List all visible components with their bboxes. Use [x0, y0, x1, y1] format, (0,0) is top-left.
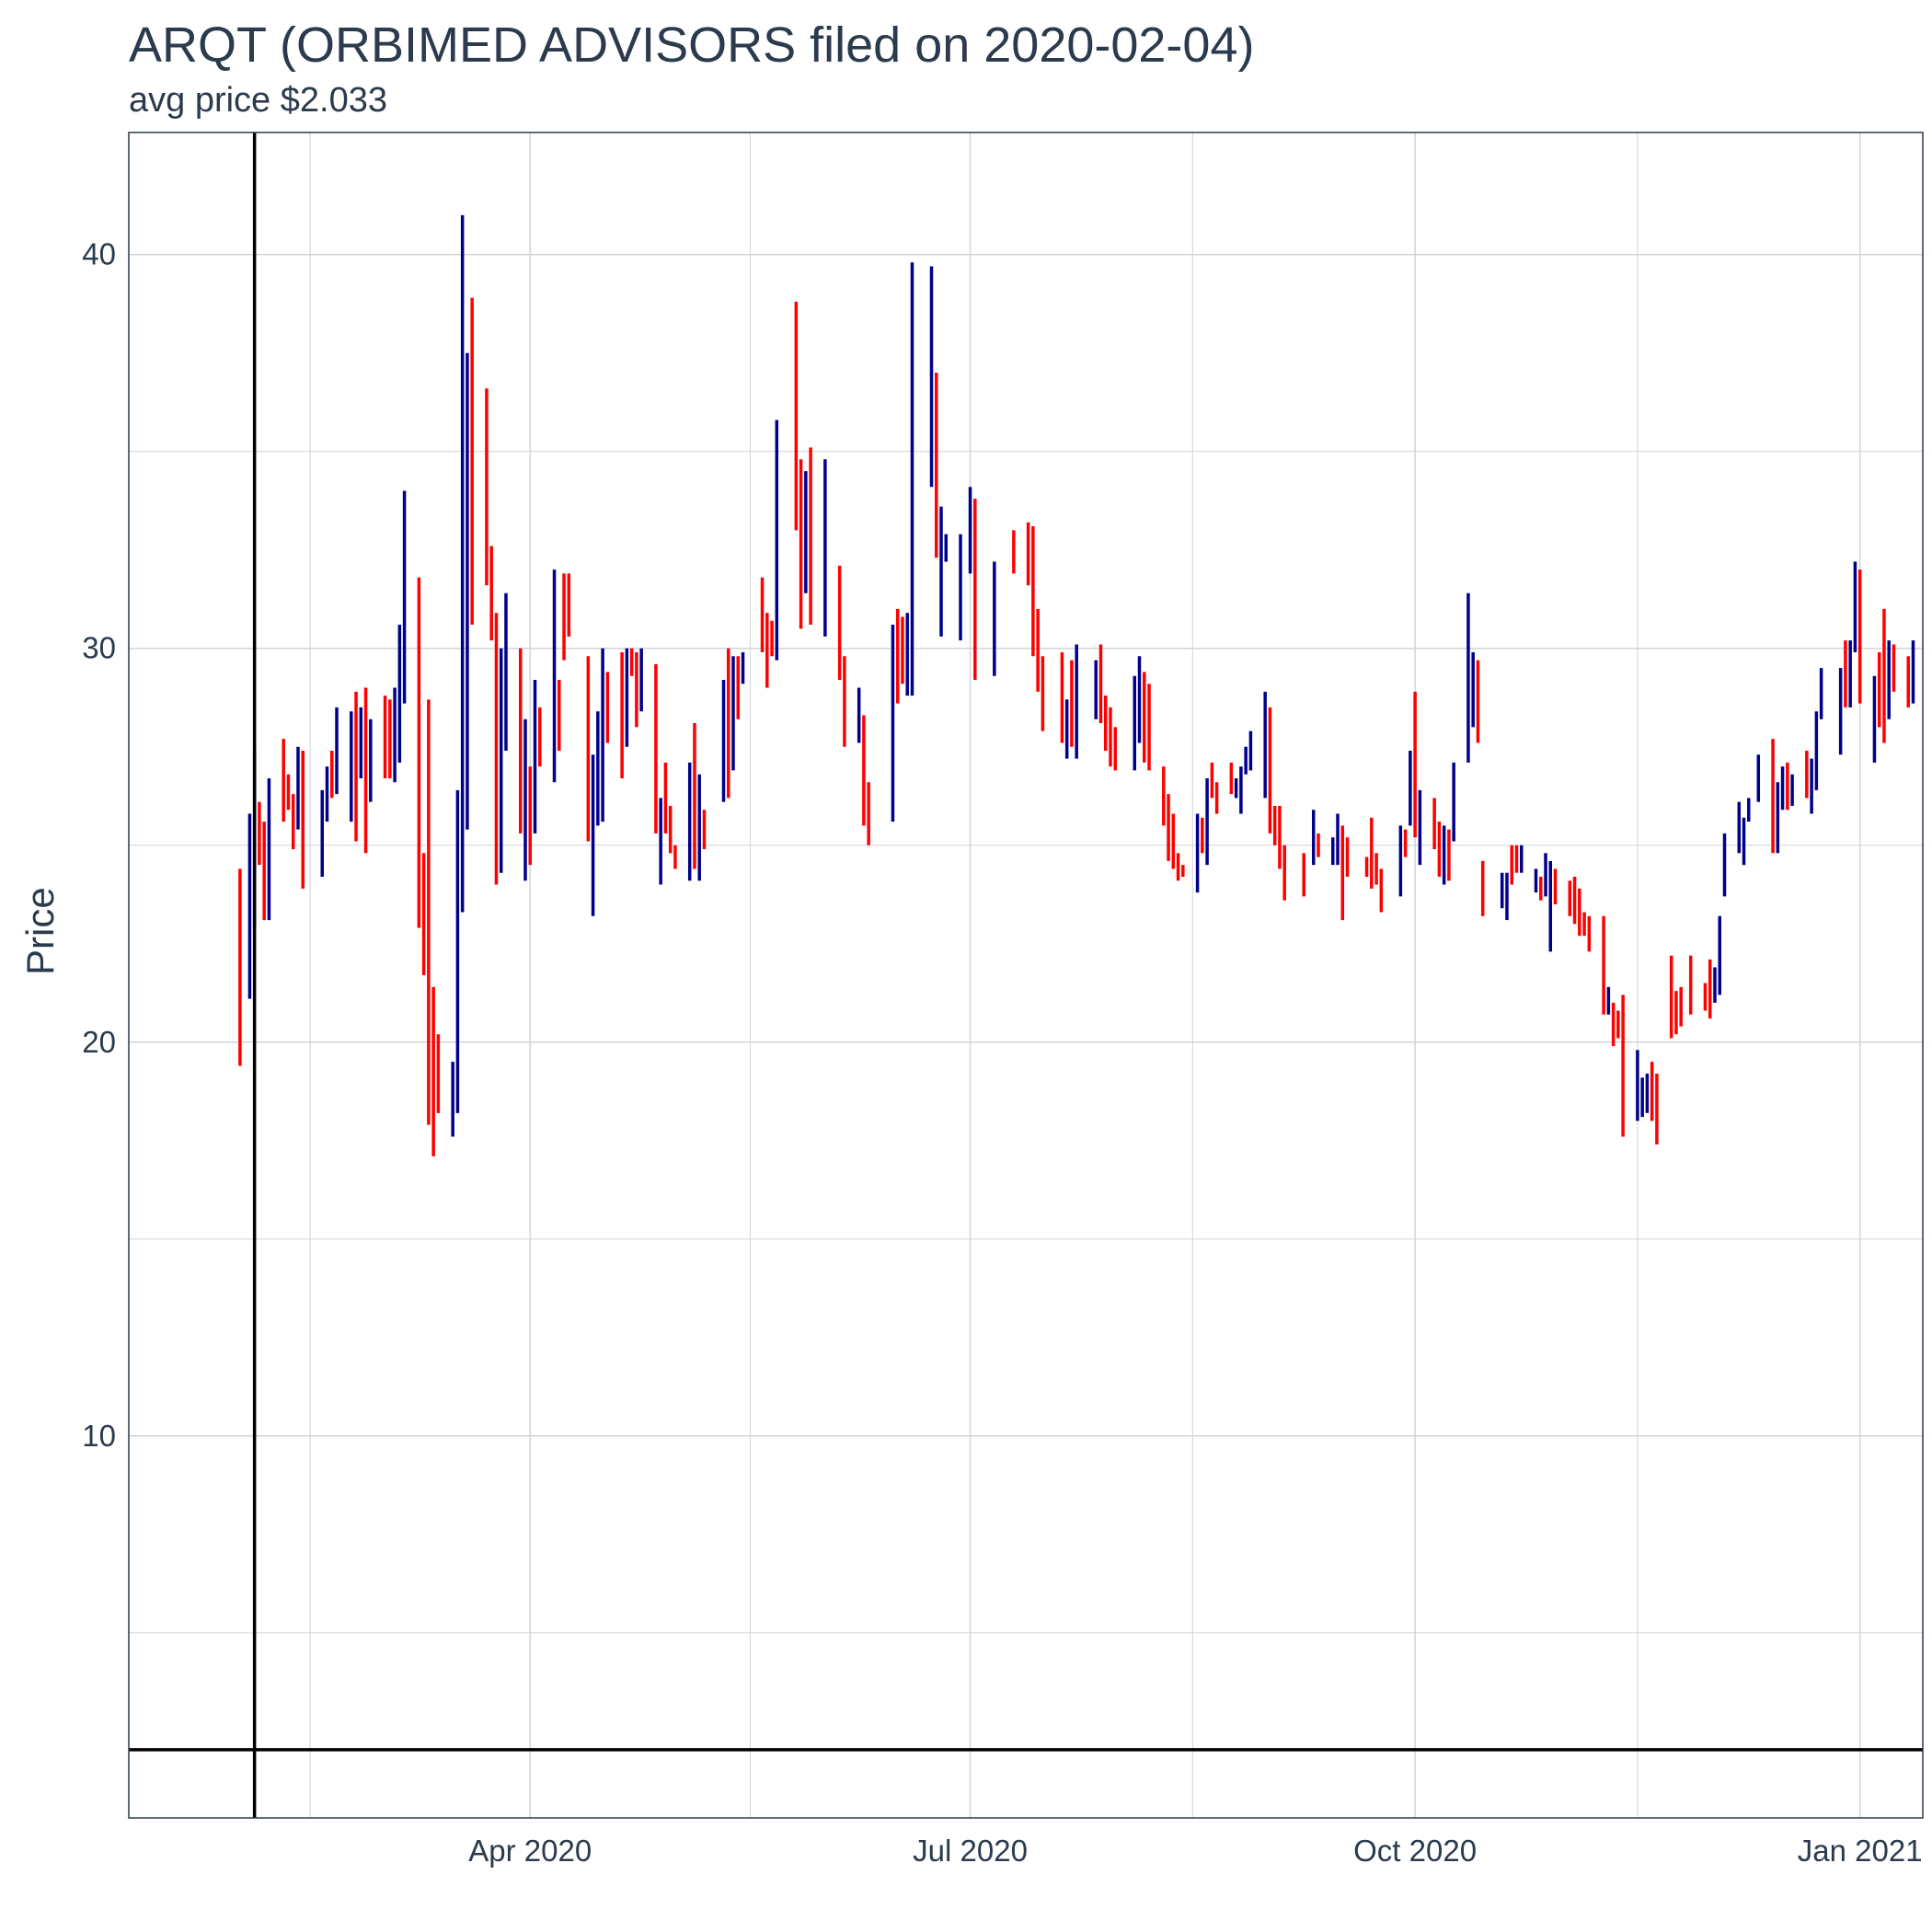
grid-lines — [129, 132, 1923, 1818]
chart-subtitle: avg price $2.033 — [129, 81, 387, 120]
y-tick-label: 40 — [82, 237, 116, 271]
x-tick-label: Oct 2020 — [1353, 1834, 1477, 1868]
x-tick-label: Apr 2020 — [468, 1834, 592, 1868]
y-axis-ticks: 10 20 30 40 — [82, 237, 116, 1453]
y-tick-label: 10 — [82, 1419, 116, 1453]
chart-title: ARQT (ORBIMED ADVISORS filed on 2020-02-… — [129, 17, 1255, 73]
x-tick-label: Jul 2020 — [913, 1834, 1028, 1868]
price-bars — [238, 214, 1915, 1156]
y-tick-label: 20 — [82, 1025, 116, 1059]
panel-border — [128, 132, 1924, 1819]
reference-lines — [129, 132, 1923, 1818]
x-tick-label: Jan 2021 — [1798, 1834, 1923, 1868]
x-axis-ticks: Apr 2020 Jul 2020 Oct 2020 Jan 2021 — [468, 1834, 1922, 1868]
y-tick-label: 30 — [82, 631, 116, 665]
